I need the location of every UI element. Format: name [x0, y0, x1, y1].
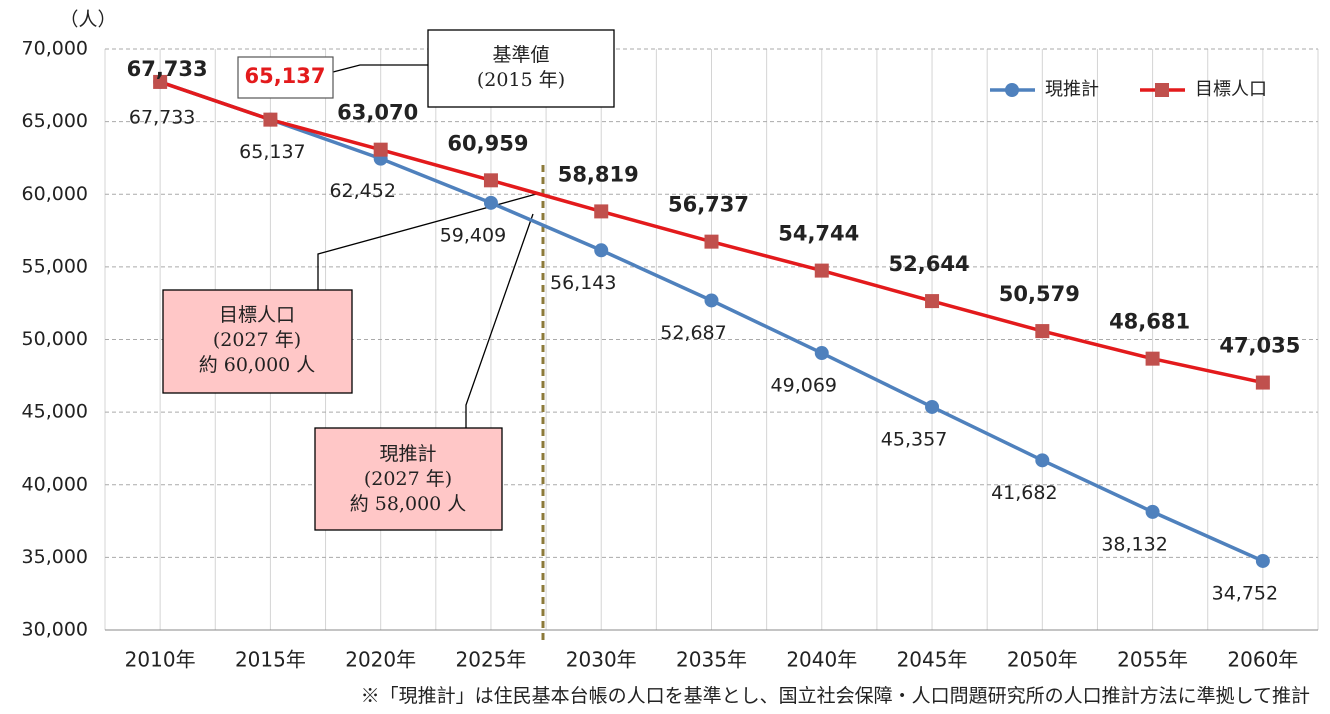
callout-line: [465, 213, 534, 428]
data-label: 45,357: [881, 428, 947, 450]
y-tick-label: 45,000: [22, 401, 88, 423]
legend-label: 目標人口: [1195, 79, 1267, 100]
annotation: 約 58,000 人: [350, 493, 467, 515]
data-label: 50,579: [999, 282, 1080, 306]
callout-box: [427, 29, 615, 108]
x-tick-label: 2020年: [345, 648, 416, 672]
data-label: 34,752: [1212, 582, 1278, 604]
y-tick-label: 35,000: [22, 546, 88, 568]
x-tick-label: 2035年: [676, 648, 747, 672]
callout-line: [317, 192, 541, 290]
point: [814, 346, 829, 361]
annotation: (2015 年): [477, 69, 565, 91]
callout-box: [314, 427, 503, 531]
x-tick-label: 2040年: [786, 648, 857, 672]
data-label: 38,132: [1101, 533, 1167, 555]
y-tick-label: 65,000: [22, 110, 88, 132]
x-tick-label: 2045年: [897, 648, 968, 672]
point: [594, 204, 609, 219]
label-box: [237, 56, 334, 99]
legend-label: 現推計: [1045, 79, 1099, 100]
point: [1035, 453, 1050, 468]
legend-marker: [1005, 83, 1019, 97]
y-tick-label: 55,000: [22, 255, 88, 277]
data-label: 56,143: [550, 272, 616, 294]
point: [153, 74, 168, 89]
annotation: 約 60,000 人: [199, 354, 316, 376]
point: [263, 112, 278, 127]
point: [594, 243, 609, 258]
data-label: 62,452: [329, 180, 395, 202]
data-label: 65,137: [239, 141, 305, 163]
x-tick-label: 2055年: [1117, 648, 1188, 672]
y-tick-label: 50,000: [22, 328, 88, 350]
annotation: (2027 年): [364, 468, 452, 490]
x-tick-label: 2030年: [566, 648, 637, 672]
point: [1145, 504, 1160, 519]
point: [704, 293, 719, 308]
point: [1145, 351, 1160, 366]
x-tick-label: 2060年: [1227, 648, 1298, 672]
x-tick-label: 2025年: [456, 648, 527, 672]
point: [483, 173, 498, 188]
callout-line: [332, 64, 428, 73]
data-label: 52,644: [889, 252, 970, 276]
data-label: 54,744: [778, 222, 859, 246]
data-label: 58,819: [558, 162, 639, 186]
y-tick-label: 70,000: [22, 38, 88, 60]
y-tick-label: 30,000: [22, 619, 88, 641]
data-label: 47,035: [1219, 334, 1300, 358]
x-tick-label: 2050年: [1007, 648, 1078, 672]
data-label: 65,137: [244, 64, 325, 88]
data-label: 67,733: [127, 57, 208, 81]
point: [814, 263, 829, 278]
point: [373, 142, 388, 157]
data-label: 67,733: [129, 106, 195, 128]
point: [1255, 375, 1270, 390]
data-label: 41,682: [991, 482, 1057, 504]
annotation: 基準値: [492, 44, 549, 66]
data-label: 63,070: [337, 101, 418, 125]
callout-box: [162, 289, 353, 394]
point: [925, 294, 940, 309]
data-label: 60,959: [447, 131, 528, 155]
data-label: 56,737: [668, 193, 749, 217]
annotation: 目標人口: [219, 304, 295, 326]
annotation: 現推計: [379, 443, 436, 465]
point: [483, 195, 498, 210]
y-tick-label: 60,000: [22, 183, 88, 205]
y-unit: （人）: [59, 9, 116, 31]
x-tick-label: 2010年: [125, 648, 196, 672]
y-tick-label: 40,000: [22, 473, 88, 495]
data-label: 52,687: [660, 322, 726, 344]
point: [1035, 324, 1050, 339]
data-label: 48,681: [1109, 310, 1190, 334]
point: [1255, 553, 1270, 568]
point: [925, 399, 940, 414]
point: [704, 234, 719, 249]
data-label: 59,409: [440, 224, 506, 246]
annotation: (2027 年): [213, 329, 301, 351]
data-label: 49,069: [771, 375, 837, 397]
footnote: ※「現推計」は住民基本台帳の人口を基準とし、国立社会保障・人口問題研究所の人口推…: [361, 685, 1310, 707]
x-tick-label: 2015年: [235, 648, 306, 672]
legend-marker: [1155, 83, 1169, 97]
